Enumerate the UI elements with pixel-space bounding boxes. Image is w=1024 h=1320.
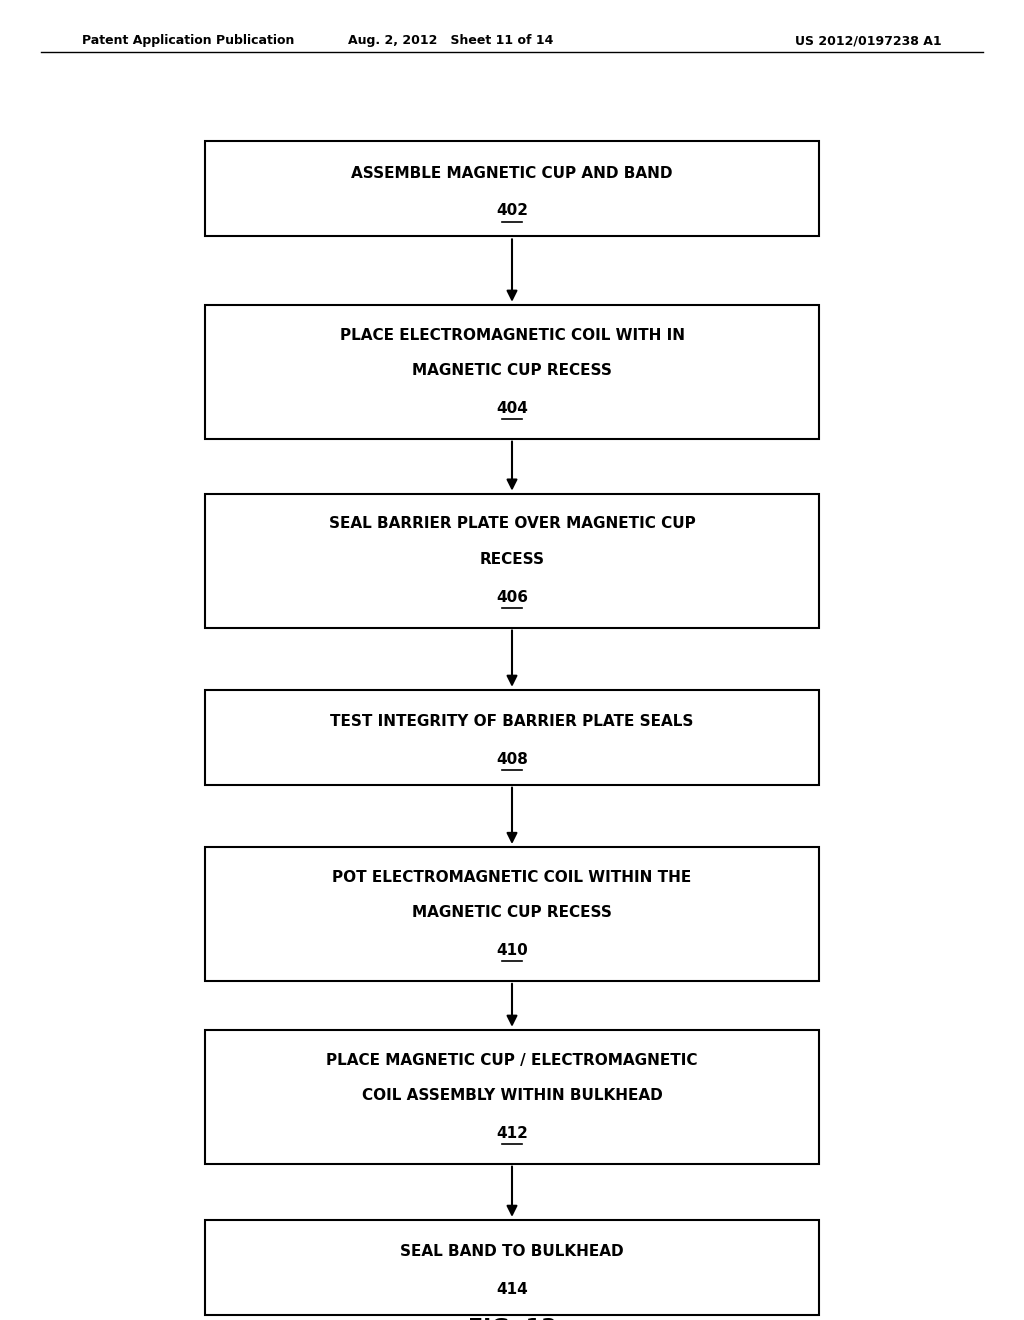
Text: SEAL BARRIER PLATE OVER MAGNETIC CUP: SEAL BARRIER PLATE OVER MAGNETIC CUP (329, 516, 695, 532)
Text: 402: 402 (496, 203, 528, 218)
Text: 410: 410 (496, 942, 528, 958)
FancyBboxPatch shape (205, 494, 819, 627)
Text: FIG. 13: FIG. 13 (468, 1319, 556, 1320)
Text: ASSEMBLE MAGNETIC CUP AND BAND: ASSEMBLE MAGNETIC CUP AND BAND (351, 165, 673, 181)
FancyBboxPatch shape (205, 1030, 819, 1164)
FancyBboxPatch shape (205, 1220, 819, 1315)
Text: 404: 404 (496, 401, 528, 416)
Text: MAGNETIC CUP RECESS: MAGNETIC CUP RECESS (412, 363, 612, 378)
Text: COIL ASSEMBLY WITHIN BULKHEAD: COIL ASSEMBLY WITHIN BULKHEAD (361, 1088, 663, 1104)
Text: Aug. 2, 2012   Sheet 11 of 14: Aug. 2, 2012 Sheet 11 of 14 (348, 34, 553, 48)
Text: 414: 414 (496, 1282, 528, 1296)
Text: 408: 408 (496, 751, 528, 767)
Text: POT ELECTROMAGNETIC COIL WITHIN THE: POT ELECTROMAGNETIC COIL WITHIN THE (333, 870, 691, 884)
Text: RECESS: RECESS (479, 552, 545, 566)
Text: MAGNETIC CUP RECESS: MAGNETIC CUP RECESS (412, 906, 612, 920)
Text: SEAL BAND TO BULKHEAD: SEAL BAND TO BULKHEAD (400, 1243, 624, 1259)
Text: PLACE ELECTROMAGNETIC COIL WITH IN: PLACE ELECTROMAGNETIC COIL WITH IN (340, 327, 684, 343)
Text: US 2012/0197238 A1: US 2012/0197238 A1 (796, 34, 942, 48)
FancyBboxPatch shape (205, 141, 819, 236)
Text: 406: 406 (496, 590, 528, 605)
FancyBboxPatch shape (205, 847, 819, 981)
Text: PLACE MAGNETIC CUP / ELECTROMAGNETIC: PLACE MAGNETIC CUP / ELECTROMAGNETIC (327, 1052, 697, 1068)
FancyBboxPatch shape (205, 305, 819, 438)
FancyBboxPatch shape (205, 689, 819, 784)
Text: 412: 412 (496, 1126, 528, 1140)
Text: Patent Application Publication: Patent Application Publication (82, 34, 294, 48)
Text: TEST INTEGRITY OF BARRIER PLATE SEALS: TEST INTEGRITY OF BARRIER PLATE SEALS (331, 714, 693, 729)
